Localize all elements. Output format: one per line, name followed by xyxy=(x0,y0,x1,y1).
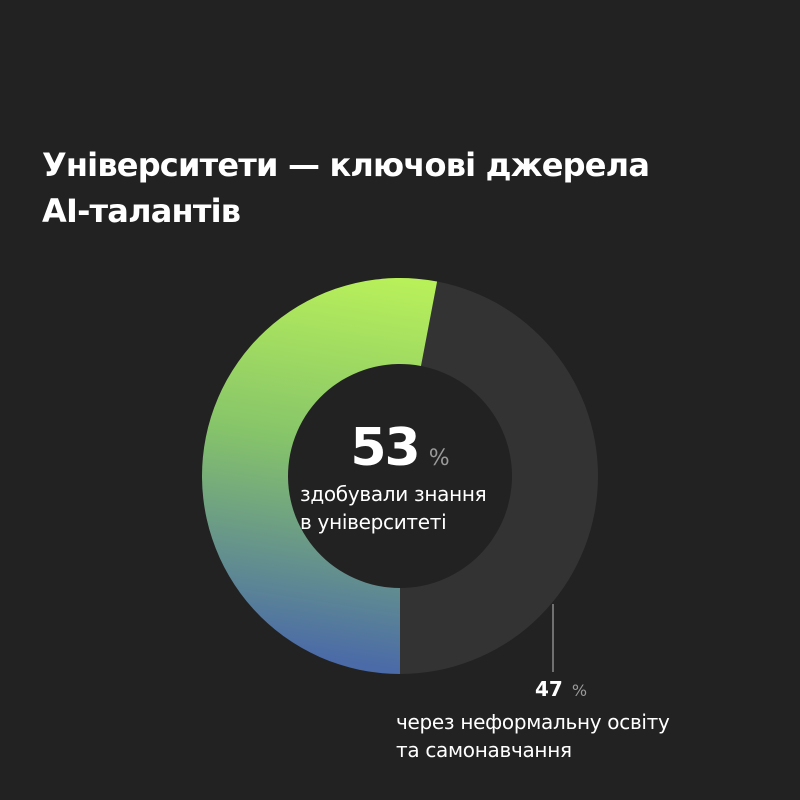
informal-share-description: через неформальну освіту та самонавчання xyxy=(396,708,786,764)
university-share-unit: % xyxy=(428,446,450,471)
university-share-value: 53 xyxy=(350,418,420,478)
side-label: 47 % через неформальну освіту та самонав… xyxy=(396,674,786,764)
chart-title-line-1: Університети — ключові джерела xyxy=(42,146,650,184)
chart-title: Університети — ключові джерела AI-талант… xyxy=(42,142,742,234)
informal-desc-line-2: та самонавчання xyxy=(396,738,572,762)
donut-segment-informal xyxy=(400,281,599,674)
university-desc-line-2: в університеті xyxy=(300,510,447,534)
chart-title-line-2: AI-талантів xyxy=(42,192,241,230)
informal-desc-line-1: через неформальну освіту xyxy=(396,710,670,734)
center-label: 53 % здобували знання в університеті xyxy=(300,418,560,536)
donut-segment-university xyxy=(202,278,438,674)
informal-share-unit: % xyxy=(571,681,588,700)
university-share-description: здобували знання в університеті xyxy=(300,480,560,536)
university-desc-line-1: здобували знання xyxy=(300,482,487,506)
university-share: 53 % xyxy=(300,418,500,478)
informal-share: 47 % xyxy=(535,674,786,704)
informal-share-value: 47 xyxy=(535,677,563,701)
